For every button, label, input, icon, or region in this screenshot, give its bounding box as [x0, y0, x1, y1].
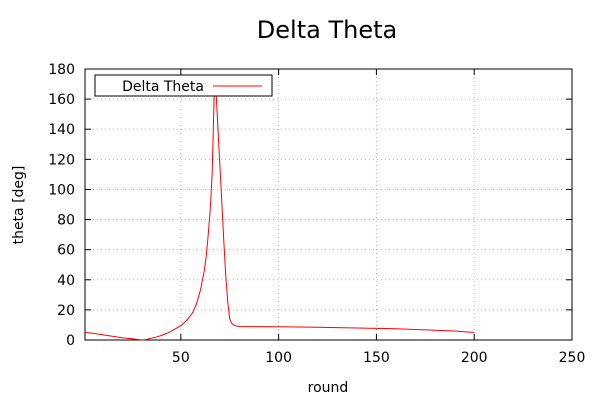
- legend-label: Delta Theta: [122, 79, 204, 95]
- y-tick-label: 80: [57, 213, 75, 229]
- x-axis-title: round: [308, 380, 349, 396]
- x-tick-label: 50: [172, 350, 190, 366]
- series-line-delta-theta: [84, 80, 475, 341]
- y-tick-label: 120: [48, 152, 75, 168]
- y-axis-title: theta [deg]: [11, 166, 27, 245]
- chart-title: Delta Theta: [257, 16, 397, 44]
- axis-ticks: 50 100 150 200 250 0 20 40 60 80 100 120 140 160 180: [48, 62, 585, 366]
- legend: Delta Theta: [94, 74, 273, 97]
- x-tick-label: 200: [461, 350, 488, 366]
- y-tick-label: 20: [57, 303, 75, 319]
- y-tick-label: 100: [48, 182, 75, 198]
- plot-frame: [84, 68, 573, 341]
- legend-box: [94, 74, 273, 97]
- y-tick-label: 40: [57, 273, 75, 289]
- y-tick-label: 140: [48, 122, 75, 138]
- y-tick-label: 0: [66, 333, 75, 349]
- x-tick-label: 150: [363, 350, 390, 366]
- grid-lines: [85, 69, 572, 340]
- series-layer: [84, 80, 475, 341]
- y-tick-label: 160: [48, 92, 75, 108]
- x-tick-label: 100: [265, 350, 292, 366]
- x-tick-label: 250: [559, 350, 586, 366]
- y-tick-label: 60: [57, 243, 75, 259]
- y-tick-label: 180: [48, 62, 75, 78]
